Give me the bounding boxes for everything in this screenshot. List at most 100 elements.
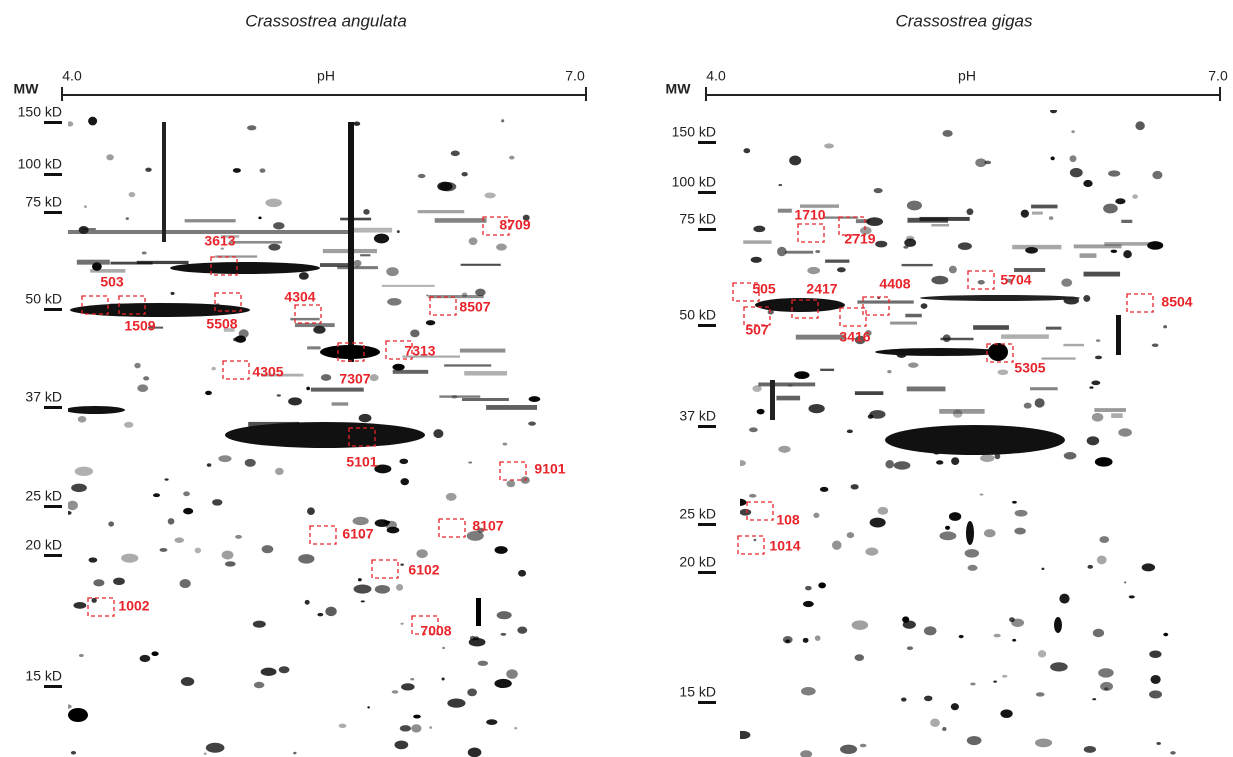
gel-spot [819,486,829,492]
gel-spot [486,719,498,725]
gel-spot [869,517,886,528]
gel-spot [800,750,813,757]
gel-spot [258,216,262,220]
gel-spot [1094,355,1103,360]
mw-marker: 100 kD [18,156,62,172]
spot-box [967,270,995,290]
gel-spot [360,600,365,603]
gel-spot [425,320,436,326]
gel-spot [396,583,404,591]
gel-spot [374,464,392,474]
spot-box [743,306,771,326]
gel-spot [1069,155,1077,163]
ph-label: pH [317,68,335,84]
gel-streak [905,313,922,318]
gel-spot [1020,209,1029,218]
gel-streak [1041,357,1076,360]
mw-marker: 50 kD [25,291,62,307]
gel-spot [509,155,515,160]
spot-label: 3613 [204,233,235,249]
gel-spot [1050,156,1055,161]
gel-streak [462,398,509,402]
panel: Crassostrea angulata MW 4.0 pH 7.0 150 kD 100 … [14,11,587,688]
gel-feature [1116,315,1121,355]
gel-spot [749,427,758,433]
mw-marker-bar [44,685,62,688]
gel-spot [394,740,409,750]
gel-streak [331,402,349,406]
gel-spot [951,457,960,465]
gel-spot [1100,681,1114,691]
mw-marker: 150 kD [18,104,62,120]
gel-spot [904,238,917,247]
gel-spot [1012,500,1017,504]
mw-marker: 100 kD [672,174,716,190]
gel-spot [410,677,415,681]
gel-spot [265,198,282,208]
gel-feature [70,303,250,317]
gel-spot [873,187,883,194]
spot-label: 4305 [252,364,283,380]
gel-spot [1012,638,1017,642]
gel-spot [84,205,87,208]
gel-spot [778,183,783,187]
mw-marker-bar [698,324,716,327]
gel-spot [1011,618,1025,627]
gel-spot [88,116,98,126]
gel-spot [840,744,858,754]
gel-spot [450,150,460,157]
gel-spot [416,549,428,559]
gel-spot [353,584,372,594]
gel-streak [223,328,235,332]
gel-spot [1009,617,1015,623]
gel-spot [358,413,372,423]
gel-spot [306,386,311,391]
gel-streak [1014,268,1046,272]
mw-marker: 50 kD [679,307,716,323]
mw-marker-bar [698,701,716,704]
gel-spot [461,171,468,177]
mask [0,0,68,757]
gel-spot [502,442,508,446]
gel-streak [220,235,240,238]
gel-spot [70,750,77,755]
spot-label: 1002 [118,598,149,614]
gel-spot [387,297,402,306]
spot-box [87,597,115,617]
gel-spot [865,547,879,556]
gel-spot [276,394,281,397]
gel-spot [475,288,486,297]
ph-start: 4.0 [706,68,726,84]
gel-spot [1128,595,1135,599]
spot-box [737,535,765,555]
gel-streak [855,219,871,224]
gel-spot [268,243,281,251]
gel-spot [514,726,518,730]
gel-spot [360,536,364,539]
gel-spot [948,512,962,521]
gel-spot [789,155,802,166]
gel-spot [993,633,1001,638]
spot-box [385,340,413,360]
mw-marker-bar [44,505,62,508]
gel-spot [1094,457,1113,467]
mw-marker: 75 kD [25,194,62,210]
gel-feature [170,262,320,274]
gel-spot [977,279,985,285]
gel-spot [854,335,866,345]
gel-spot [903,245,909,249]
gel-spot [1006,278,1013,283]
gel-spot [307,507,315,515]
mw-marker: 15 kD [679,684,716,700]
spot-box [732,282,760,302]
gel-spot [170,291,175,295]
gel-feature [348,122,354,362]
gel-spot [221,550,234,560]
gel-spot [750,256,762,263]
spot-label: 505 [752,281,776,297]
gel-spot [906,200,922,211]
ph-start: 4.0 [62,68,82,84]
gel-spot [980,454,995,463]
gel-streak [229,240,282,244]
gel-spot [1110,249,1118,253]
